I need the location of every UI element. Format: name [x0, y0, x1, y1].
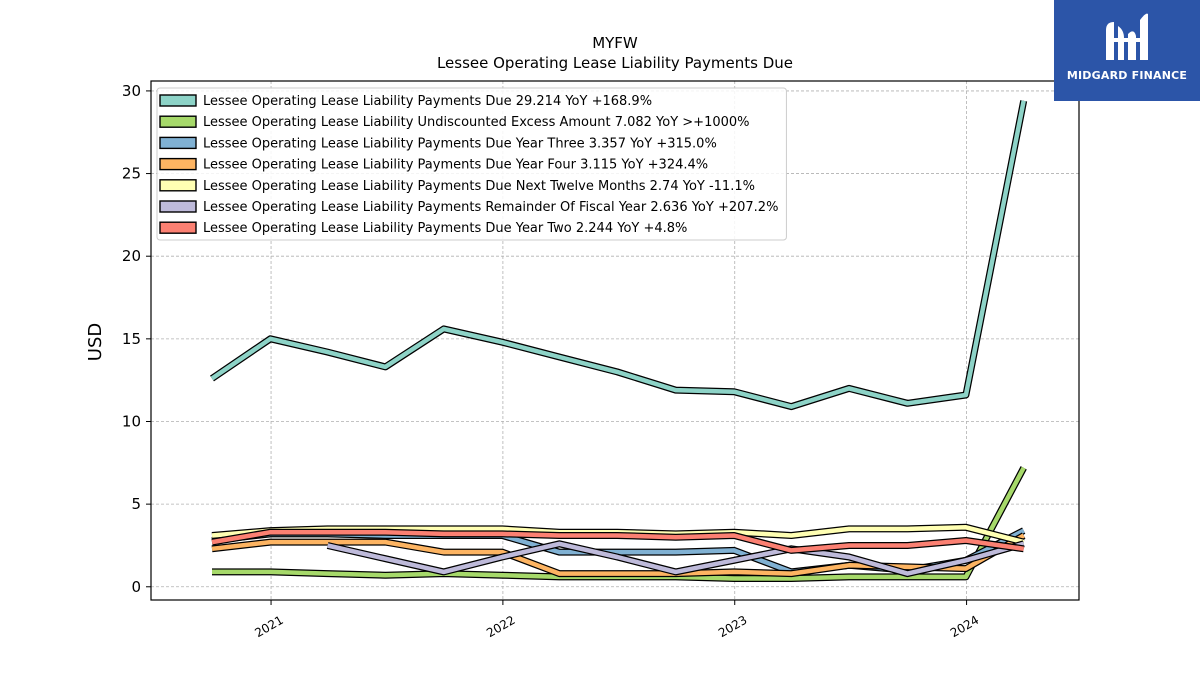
legend: Lessee Operating Lease Liability Payment…	[156, 87, 787, 241]
legend-entry: Lessee Operating Lease Liability Payment…	[203, 179, 755, 194]
y-tick-label: 25	[122, 165, 141, 183]
series-line-lessee-operating-lease-liability-payments-remainder-of-fiscal-year	[327, 541, 1025, 576]
midgard-finance-logo: MIDGARD FINANCE	[1054, 0, 1200, 101]
x-tick-label: 2024	[948, 613, 981, 640]
y-tick-label: 5	[131, 495, 141, 513]
y-tick-label: 20	[122, 247, 141, 265]
series-outline-lessee-operating-lease-liability-undiscounted-excess-amount	[212, 466, 1027, 582]
plot-frame	[150, 80, 1080, 601]
legend-swatch	[159, 115, 197, 128]
logo-wordmark: MIDGARD FINANCE	[1066, 69, 1188, 82]
y-tick-label: 15	[122, 330, 141, 348]
legend-box	[156, 87, 787, 241]
y-tick-label: 10	[122, 412, 141, 430]
x-tick-label: 2021	[252, 613, 285, 640]
x-tick-label: 2022	[484, 613, 517, 640]
series-line-lessee-operating-lease-liability-undiscounted-excess-amount	[212, 466, 1026, 581]
legend-entry: Lessee Operating Lease Liability Payment…	[203, 200, 778, 215]
y-tick-label: 30	[122, 82, 141, 100]
series-line-lessee-operating-lease-liability-payments-due-year-two	[211, 529, 1025, 553]
x-tick-label: 2023	[716, 613, 749, 640]
legend-swatch	[159, 179, 197, 192]
legend-swatch	[159, 221, 197, 234]
series-lines	[210, 100, 1028, 582]
legend-entry: Lessee Operating Lease Liability Payment…	[203, 221, 687, 236]
chart-subtitle: Lessee Operating Lease Liability Payment…	[437, 54, 793, 72]
legend-swatch	[159, 136, 197, 150]
midgard-logo-mark-icon	[1106, 13, 1148, 61]
legend-swatch	[159, 200, 197, 213]
chart-title: MYFW	[592, 34, 638, 52]
y-axis-label: USD	[85, 323, 106, 361]
y-tick-label: 0	[131, 578, 141, 596]
legend-swatch	[159, 157, 197, 171]
legend-entry: Lessee Operating Lease Liability Payment…	[203, 158, 708, 173]
legend-swatch	[159, 94, 197, 107]
legend-entry: Lessee Operating Lease Liability Undisco…	[203, 115, 750, 130]
legend-entry: Lessee Operating Lease Liability Payment…	[203, 136, 717, 151]
legend-entry: Lessee Operating Lease Liability Payment…	[203, 94, 652, 109]
series-line-lessee-operating-lease-liability-payments-due	[210, 100, 1026, 409]
